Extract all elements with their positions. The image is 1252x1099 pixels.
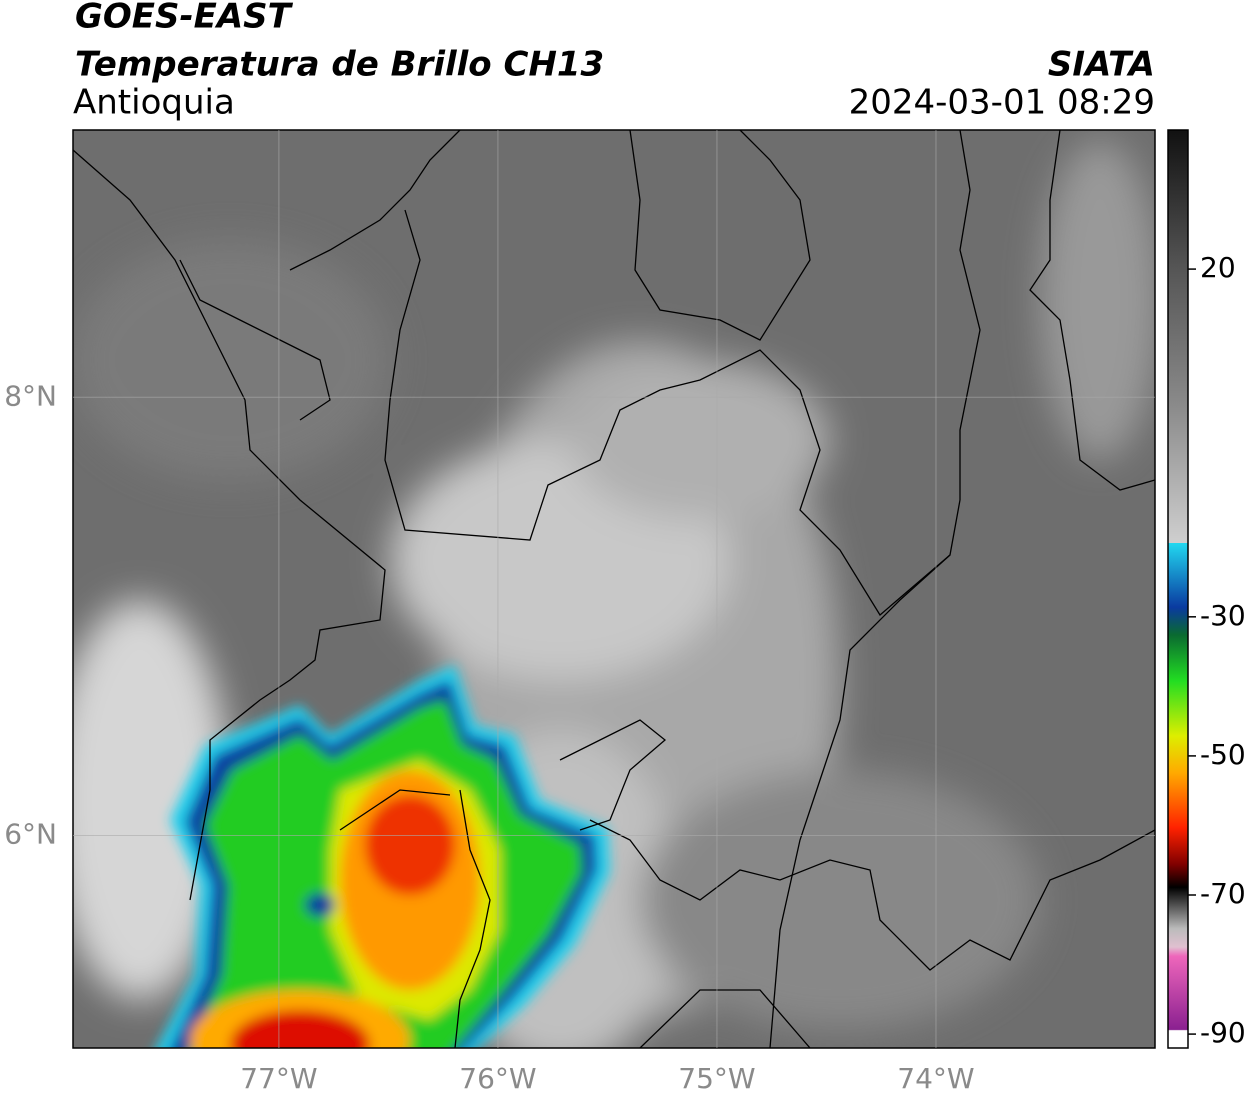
title-datetime: 2024-03-01 08:29 bbox=[849, 83, 1155, 123]
y-tick-label: 6°N bbox=[4, 817, 57, 850]
title-region: Antioquia bbox=[73, 83, 235, 123]
colorbar-tick-label: -50 bbox=[1200, 738, 1246, 771]
x-tick-label: 76°W bbox=[459, 1062, 536, 1095]
colorbar-tick-label: -30 bbox=[1200, 599, 1246, 632]
y-tick-label: 8°N bbox=[4, 379, 57, 412]
x-tick-label: 77°W bbox=[240, 1062, 317, 1095]
colorbar-tick-label: -70 bbox=[1200, 877, 1246, 910]
map-frame bbox=[72, 129, 1156, 1049]
x-tick-label: 75°W bbox=[678, 1062, 755, 1095]
colorbar-tick-label: -90 bbox=[1200, 1016, 1246, 1049]
x-tick-label: 74°W bbox=[897, 1062, 974, 1095]
title-satellite: GOES-EAST bbox=[75, 0, 294, 37]
title-product: Temperatura de Brillo CH13 bbox=[75, 45, 604, 85]
colorbar-tick-label: 20 bbox=[1200, 251, 1236, 284]
colorbar bbox=[1167, 129, 1189, 1049]
title-source: SIATA bbox=[1048, 45, 1155, 85]
map-image bbox=[73, 130, 1155, 1048]
